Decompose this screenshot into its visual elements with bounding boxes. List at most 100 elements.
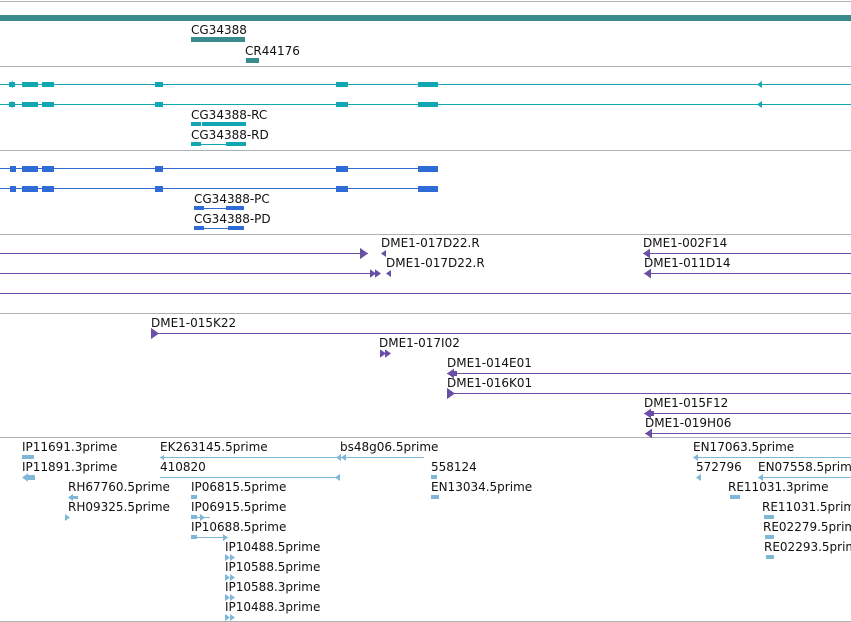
protein-label[interactable]: CG34388-PC (194, 192, 270, 206)
est-feature (764, 515, 774, 519)
protein-model-exon (155, 186, 163, 192)
est-arrow (230, 614, 235, 621)
protein-model-exon (22, 166, 38, 172)
clone-label[interactable]: DME1-015F12 (644, 396, 729, 410)
est-label[interactable]: IP06815.5prime (191, 480, 287, 494)
protein-model-exon (42, 166, 54, 172)
est-label[interactable]: EN07558.5prime (758, 460, 851, 474)
transcript-rc-exon (191, 122, 201, 126)
clone-label[interactable]: DME1-017I02 (379, 336, 460, 350)
est-label[interactable]: IP10688.5prime (191, 520, 287, 534)
transcript-model-exon (22, 102, 38, 107)
est-label[interactable]: IP10588.3prime (225, 580, 321, 594)
est-arrow (230, 594, 235, 601)
clone-arrow (645, 428, 652, 439)
est-label[interactable]: 558124 (431, 460, 477, 474)
est-arrow (65, 514, 70, 521)
clone-arrow (447, 387, 455, 400)
est-feature (72, 496, 78, 499)
protein-model-exon (155, 166, 163, 172)
est-arrow (225, 614, 230, 621)
clone-label[interactable]: DME1-014E01 (447, 356, 532, 370)
protein-model-exon (418, 166, 438, 172)
est-label[interactable]: EN13034.5prime (431, 480, 533, 494)
est-arrow (758, 474, 763, 481)
est-label[interactable]: RE11031.5prime (762, 500, 851, 514)
est-feature (22, 455, 34, 459)
est-feature (191, 535, 197, 539)
est-label[interactable]: IP06915.5prime (191, 500, 287, 514)
est-label[interactable]: IP10488.5prime (225, 540, 321, 554)
clone-arrow (380, 349, 386, 358)
clone-label[interactable]: DME1-002F14 (643, 236, 728, 250)
est-label[interactable]: bs48g06.5prime (340, 440, 439, 454)
est-label[interactable]: 572796 (696, 460, 742, 474)
transcript-model-strand-arrow (757, 81, 762, 88)
est-label[interactable]: EK263145.5prime (160, 440, 268, 454)
protein-pc-exon (194, 206, 204, 210)
transcript-rd-exon (226, 142, 246, 146)
transcript-label[interactable]: CG34388-RC (191, 108, 268, 122)
protein-label[interactable]: CG34388-PD (194, 212, 271, 226)
transcript-model-strand-arrow (8, 81, 13, 88)
protein-model-exon (336, 186, 348, 192)
est-arrow (336, 454, 341, 461)
transcript-model-exon (155, 102, 163, 107)
est-arrow (200, 514, 205, 521)
est-arrow (693, 454, 698, 461)
clone-arrow (381, 250, 386, 257)
est-arrow (225, 554, 230, 561)
est-feature (765, 535, 774, 539)
gene-label[interactable]: CR44176 (245, 44, 300, 58)
transcript-model-exon (155, 82, 163, 87)
est-label[interactable]: 410820 (160, 460, 206, 474)
clone-label[interactable]: DME1-011D14 (644, 256, 731, 270)
est-label[interactable]: RH09325.5prime (68, 500, 170, 514)
protein-pd-exon (194, 226, 204, 230)
transcript-model-exon (418, 82, 438, 87)
protein-pd-exon (228, 226, 244, 230)
est-label[interactable]: RH67760.5prime (68, 480, 170, 494)
transcript-model-exon (22, 82, 38, 87)
transcript-rd-exon (191, 142, 201, 146)
clone-label[interactable]: DME1-017D22.R (386, 256, 485, 270)
est-label[interactable]: IP10488.3prime (225, 600, 321, 614)
est-label[interactable]: RE11031.3prime (728, 480, 829, 494)
est-arrow (225, 574, 230, 581)
est-label[interactable]: RE02279.5prime (763, 520, 851, 534)
clone-end (649, 411, 654, 416)
est-arrow (160, 454, 164, 461)
est-label[interactable]: EN17063.5prime (693, 440, 795, 454)
clone-arrow (386, 270, 391, 277)
est-arrow (696, 474, 701, 481)
clone-arrow (360, 247, 368, 260)
est-feature (191, 495, 197, 499)
est-label[interactable]: IP11691.3prime (22, 440, 118, 454)
gene-span-bar (0, 15, 851, 21)
est-arrow (225, 594, 230, 601)
transcript-label[interactable]: CG34388-RD (191, 128, 269, 142)
est-label[interactable]: IP10588.5prime (225, 560, 321, 574)
clone-arrow (375, 269, 381, 278)
protein-model-exon (336, 166, 348, 172)
est-arrow (223, 534, 228, 541)
est-feature (431, 495, 439, 499)
transcript-model-exon (42, 102, 54, 107)
est-label[interactable]: IP11891.3prime (22, 460, 118, 474)
clone-end (452, 371, 457, 376)
transcript-model-strand-arrow (757, 101, 762, 108)
clone-arrow (644, 268, 651, 279)
clone-arrow (643, 248, 650, 259)
clone-label[interactable]: DME1-016K01 (447, 376, 533, 390)
protein-model-exon (10, 186, 16, 192)
gene-label[interactable]: CG34388 (191, 23, 247, 37)
clone-label[interactable]: DME1-015K22 (151, 316, 237, 330)
clone-label[interactable]: DME1-017D22.R (381, 236, 480, 250)
est-arrow (230, 574, 235, 581)
est-feature (26, 475, 35, 480)
clone-arrow (370, 269, 376, 278)
clone-label[interactable]: DME1-019H06 (645, 416, 732, 430)
est-label[interactable]: RE02293.5prime (764, 540, 851, 554)
est-feature (730, 495, 740, 499)
